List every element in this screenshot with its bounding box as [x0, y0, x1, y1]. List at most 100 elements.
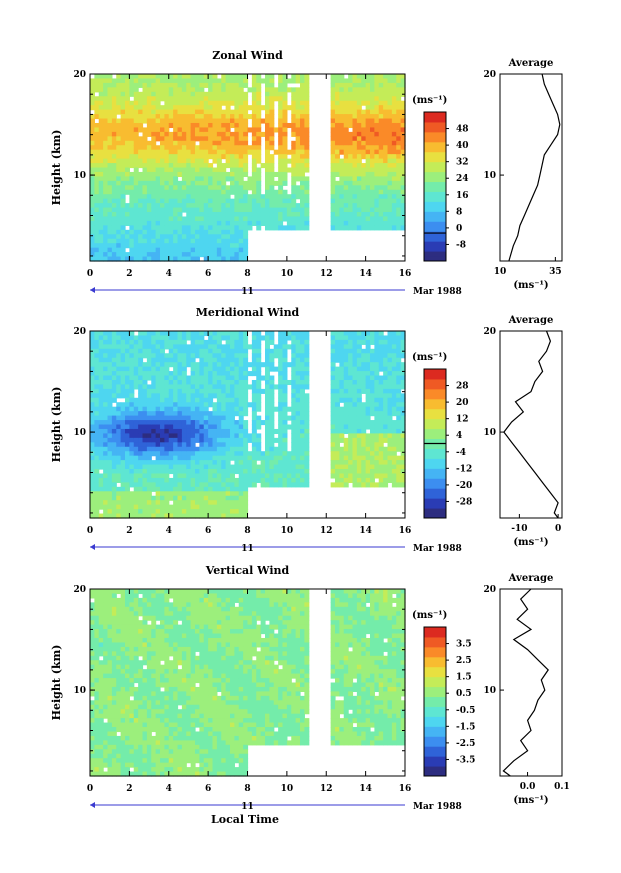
heatmap-cell — [365, 362, 371, 368]
heatmap-cell — [181, 238, 187, 244]
heatmap-cell — [155, 397, 161, 403]
heatmap-cell — [164, 109, 170, 115]
heatmap-cell — [90, 96, 95, 102]
heatmap-cell — [278, 220, 284, 226]
heatmap-cell — [155, 393, 161, 399]
heatmap-cell — [251, 163, 257, 169]
heatmap-cell — [208, 495, 214, 501]
heatmap-cell — [374, 158, 380, 164]
heatmap-cell — [199, 477, 205, 483]
heatmap-cell — [378, 154, 384, 160]
heatmap-cell — [203, 473, 209, 479]
heatmap-cell — [94, 473, 100, 479]
heatmap-cell — [98, 105, 104, 111]
heatmap-cell — [378, 384, 384, 390]
heatmap-cell — [343, 420, 349, 426]
heatmap-cell — [295, 433, 301, 439]
heatmap-cell — [208, 176, 214, 182]
colorbar-label: 16 — [456, 191, 469, 201]
heatmap-cell — [111, 136, 117, 142]
heatmap-cell — [133, 74, 139, 80]
heatmap-cell — [251, 371, 257, 377]
heatmap-cell — [348, 78, 354, 84]
heatmap-cell — [186, 194, 192, 200]
heatmap-cell — [278, 105, 284, 111]
heatmap-cell — [383, 362, 389, 368]
heatmap-cell — [111, 154, 117, 160]
heatmap-cell — [247, 180, 253, 186]
heatmap-cell — [173, 180, 179, 186]
heatmap-cell — [155, 114, 161, 120]
heatmap-cell — [234, 366, 240, 372]
heatmap-cell — [387, 176, 393, 182]
heatmap-cell — [361, 149, 367, 155]
heatmap-cell — [300, 375, 305, 381]
heatmap-cell — [339, 460, 345, 466]
heatmap-cell — [103, 335, 109, 341]
heatmap-cell — [251, 96, 257, 102]
heatmap-cell — [339, 114, 345, 120]
heatmap-cell — [291, 406, 297, 412]
heatmap-cell — [374, 375, 380, 381]
heatmap-cell — [168, 154, 174, 160]
heatmap-cell — [352, 384, 358, 390]
heatmap-cell — [230, 420, 235, 426]
heatmap-cell — [387, 225, 393, 231]
heatmap-cell — [190, 140, 196, 146]
profile-y-label: 20 — [483, 70, 496, 80]
heatmap-cell — [352, 100, 358, 106]
heatmap-cell — [129, 464, 135, 470]
heatmap-cell — [151, 348, 157, 354]
heatmap-cell — [155, 460, 161, 466]
heatmap-cell — [221, 388, 227, 394]
heatmap-cell — [304, 344, 310, 350]
heatmap-cell — [265, 433, 270, 439]
heatmap-cell — [111, 451, 117, 457]
heatmap-cell — [352, 411, 358, 417]
heatmap-cell — [330, 473, 336, 479]
heatmap-cell — [256, 87, 262, 93]
heatmap-cell — [98, 252, 104, 258]
heatmap-cell — [251, 473, 257, 479]
heatmap-cell — [265, 482, 270, 488]
heatmap-cell — [138, 91, 144, 97]
heatmap-cell — [291, 91, 297, 97]
heatmap-cell — [335, 331, 340, 337]
heatmap-cell — [330, 335, 336, 341]
heatmap-cell — [300, 167, 305, 173]
heatmap-cell — [208, 247, 214, 253]
heatmap-cell — [190, 331, 196, 337]
heatmap-cell — [107, 344, 113, 350]
heatmap-cell — [339, 371, 345, 377]
heatmap-cell — [295, 91, 301, 97]
heatmap-cell — [234, 256, 240, 262]
heatmap-cell — [370, 189, 375, 195]
heatmap-cell — [177, 256, 183, 262]
heatmap-cell — [195, 194, 200, 200]
heatmap-cell — [251, 451, 257, 457]
x-tick-label: 10 — [281, 269, 294, 279]
heatmap-cell — [370, 469, 375, 475]
heatmap-cell — [212, 442, 218, 448]
heatmap-cell — [142, 437, 148, 443]
heatmap-cell — [247, 225, 253, 231]
heatmap-cell — [234, 114, 240, 120]
heatmap-cell — [181, 176, 187, 182]
heatmap-cell — [94, 433, 100, 439]
heatmap-cell — [120, 388, 126, 394]
heatmap-cell — [173, 212, 179, 218]
heatmap-cell — [94, 406, 100, 412]
heatmap-cell — [186, 229, 192, 235]
heatmap-cell — [383, 424, 389, 430]
heatmap-cell — [383, 353, 389, 359]
heatmap-cell — [133, 207, 139, 213]
heatmap-cell — [343, 158, 349, 164]
heatmap-cell — [168, 482, 174, 488]
heatmap-cell — [103, 504, 109, 510]
heatmap-cell — [164, 212, 170, 218]
heatmap-cell — [181, 411, 187, 417]
heatmap-cell — [370, 149, 375, 155]
heatmap-cell — [295, 203, 301, 209]
heatmap-cell — [195, 74, 200, 80]
heatmap-cell — [116, 163, 122, 169]
